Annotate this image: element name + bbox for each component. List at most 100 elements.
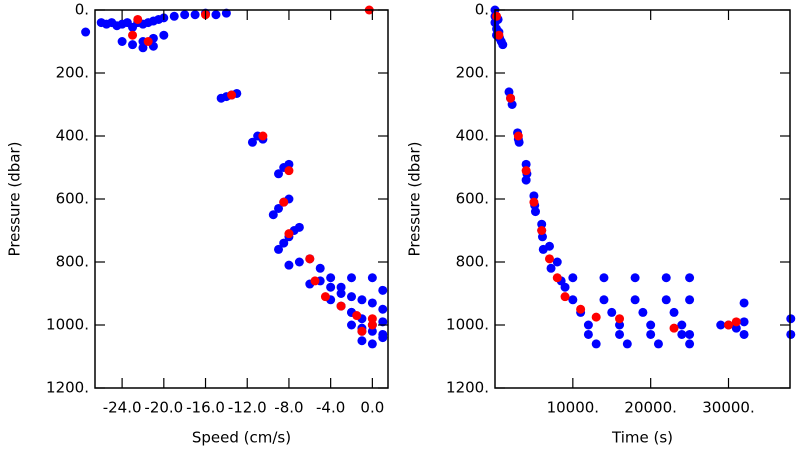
point xyxy=(274,244,284,254)
point xyxy=(537,226,547,235)
point xyxy=(615,329,625,339)
point xyxy=(653,339,663,349)
point xyxy=(378,304,388,314)
point xyxy=(546,263,556,273)
y-tick-label: 1000. xyxy=(46,316,89,334)
point xyxy=(530,207,540,217)
point xyxy=(576,304,586,314)
point xyxy=(615,314,625,324)
y-tick-label: 600. xyxy=(456,190,489,208)
point xyxy=(190,10,200,20)
point xyxy=(378,317,388,327)
point xyxy=(336,289,346,298)
point xyxy=(357,326,367,336)
point xyxy=(138,43,148,53)
y-tick-label: 200. xyxy=(56,64,89,82)
point xyxy=(685,339,695,349)
point xyxy=(279,197,289,207)
point xyxy=(521,166,531,176)
x-tick-label: -24.0 xyxy=(103,399,142,417)
x-tick-label: -12.0 xyxy=(228,399,267,417)
point xyxy=(685,329,695,339)
x-tick-label: -16.0 xyxy=(186,399,225,417)
point xyxy=(669,323,679,333)
point xyxy=(786,329,796,339)
point xyxy=(128,40,138,50)
point xyxy=(739,317,749,327)
point xyxy=(274,169,284,179)
point xyxy=(294,222,304,232)
point xyxy=(367,339,377,349)
y-tick-label: 0. xyxy=(75,1,89,19)
x-tick-label: 0.0 xyxy=(360,399,384,417)
point xyxy=(552,257,562,267)
point xyxy=(180,10,190,20)
point xyxy=(591,312,601,322)
point xyxy=(159,30,169,40)
point xyxy=(294,257,304,267)
point xyxy=(326,273,336,283)
point xyxy=(284,260,294,270)
y-tick-label: 400. xyxy=(56,127,89,145)
point xyxy=(529,191,539,201)
x-tick-label: 20000. xyxy=(624,399,677,417)
point xyxy=(599,295,609,305)
point xyxy=(128,30,138,40)
y-axis-label: Pressure (dbar) xyxy=(406,142,424,257)
point xyxy=(258,131,268,141)
point xyxy=(315,263,325,273)
plot-frame xyxy=(94,9,389,389)
point xyxy=(661,295,671,305)
x-axis-label: Speed (cm/s) xyxy=(192,429,291,447)
point xyxy=(583,320,593,330)
point xyxy=(630,295,640,305)
point xyxy=(498,40,508,50)
point xyxy=(326,282,336,292)
point xyxy=(284,159,294,169)
point xyxy=(336,282,346,292)
point xyxy=(347,320,357,330)
point xyxy=(568,295,578,305)
point xyxy=(669,307,679,317)
point xyxy=(133,14,143,24)
point xyxy=(367,298,377,308)
point xyxy=(521,175,531,185)
point xyxy=(529,197,539,207)
point xyxy=(378,333,388,343)
y-tick-label: 1000. xyxy=(446,316,489,334)
point xyxy=(552,273,562,283)
point xyxy=(247,137,257,147)
point xyxy=(724,320,734,330)
y-tick-label: 1200. xyxy=(446,379,489,397)
point xyxy=(320,292,330,302)
point xyxy=(599,273,609,283)
point xyxy=(685,273,695,283)
y-axis-label: Pressure (dbar) xyxy=(6,142,24,257)
point xyxy=(731,317,741,327)
point xyxy=(560,282,570,292)
point xyxy=(347,273,357,283)
point xyxy=(646,320,656,330)
point xyxy=(568,273,578,283)
point xyxy=(492,11,502,21)
x-axis-label: Time (s) xyxy=(611,429,673,447)
point xyxy=(336,301,346,311)
point xyxy=(227,90,237,100)
point xyxy=(544,241,554,251)
y-tick-label: 1200. xyxy=(46,379,89,397)
point xyxy=(169,11,179,21)
point xyxy=(367,320,377,330)
x-tick-label: 30000. xyxy=(702,399,755,417)
point xyxy=(506,93,516,103)
x-tick-label: -8.0 xyxy=(274,399,303,417)
point xyxy=(367,314,377,324)
point xyxy=(615,320,625,330)
point xyxy=(731,323,741,333)
point xyxy=(284,229,294,239)
point xyxy=(638,307,648,317)
point xyxy=(357,295,367,305)
point xyxy=(274,203,284,213)
point xyxy=(583,329,593,339)
point xyxy=(357,336,367,346)
